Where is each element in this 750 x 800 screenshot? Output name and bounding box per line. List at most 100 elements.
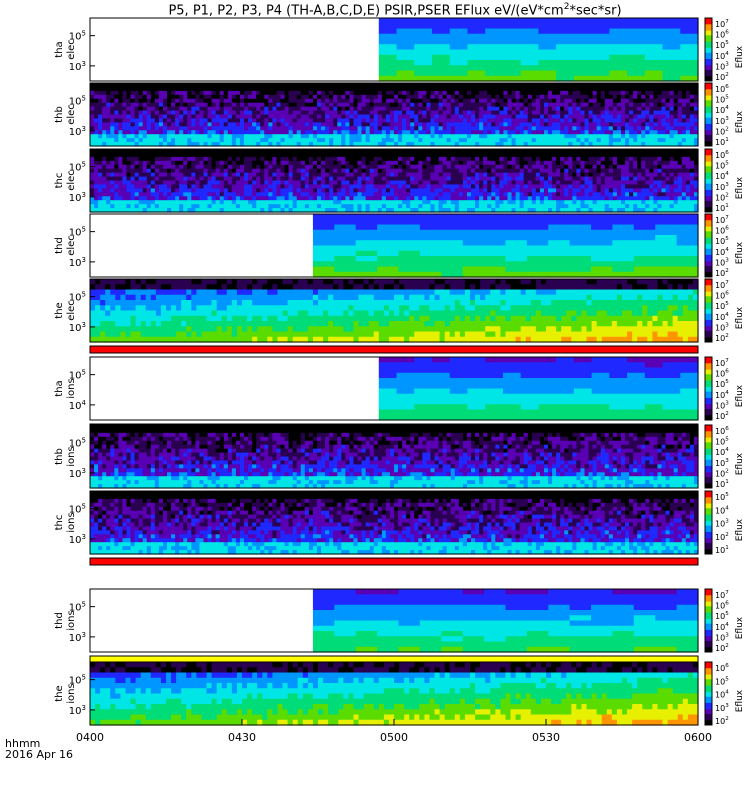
spectrogram-cell bbox=[491, 168, 496, 174]
spectrogram-cell bbox=[179, 208, 184, 213]
spectrogram-cell bbox=[280, 200, 286, 205]
spectrogram-cell bbox=[543, 118, 549, 123]
spectrogram-cell bbox=[662, 33, 681, 40]
spectrogram-cell bbox=[361, 138, 367, 143]
colorbar-tick-label: 105 bbox=[715, 40, 729, 50]
spectrogram-cell bbox=[353, 196, 359, 201]
spectrogram-cell bbox=[272, 134, 278, 139]
spectrogram-cell bbox=[333, 196, 338, 201]
spectrogram-cell bbox=[442, 86, 448, 92]
spectrogram-cell bbox=[538, 39, 557, 45]
spectrogram-cell bbox=[223, 134, 229, 139]
spectrogram-cell bbox=[300, 138, 306, 143]
spectrogram-cell bbox=[693, 134, 699, 139]
spectrogram-cell bbox=[110, 164, 115, 170]
spectrogram-cell bbox=[641, 188, 646, 193]
spectrogram-cell bbox=[333, 86, 338, 92]
spectrogram-cell bbox=[244, 168, 249, 174]
spectrogram-cell bbox=[462, 106, 468, 112]
spectrogram-cell bbox=[483, 142, 488, 147]
spectrogram-cell bbox=[485, 23, 504, 30]
spectrogram-cell bbox=[296, 188, 302, 193]
spectrogram-cell bbox=[349, 172, 355, 178]
spectrogram-cell bbox=[491, 106, 496, 112]
spectrogram-cell bbox=[304, 200, 310, 205]
spectrogram-cell bbox=[520, 44, 539, 51]
spectrogram-cell bbox=[276, 90, 282, 96]
spectrogram-cell bbox=[616, 164, 622, 170]
spectrogram-cell bbox=[438, 172, 444, 178]
spectrogram-cell bbox=[106, 160, 111, 166]
spectrogram-cell bbox=[402, 130, 407, 135]
spectrogram-cell bbox=[373, 126, 379, 131]
spectrogram-cell bbox=[337, 176, 342, 182]
spectrogram-cell bbox=[568, 90, 573, 96]
spectrogram-cell bbox=[300, 118, 306, 123]
spectrogram-cell bbox=[527, 204, 533, 209]
spectrogram-cell bbox=[114, 172, 119, 178]
spectrogram-cell bbox=[248, 152, 253, 158]
spectrogram-cell bbox=[357, 204, 363, 209]
spectrogram-cell bbox=[329, 172, 334, 178]
spectrogram-cell bbox=[681, 134, 687, 139]
spectrogram-cell bbox=[422, 168, 428, 174]
spectrogram-cell bbox=[154, 90, 160, 96]
spectrogram-cell bbox=[158, 188, 164, 193]
spectrogram-cell bbox=[167, 142, 172, 147]
spectrogram-cell bbox=[138, 126, 144, 131]
spectrogram-cell bbox=[616, 118, 622, 123]
spectrogram-cell bbox=[142, 138, 148, 143]
spectrogram-cell bbox=[612, 208, 618, 213]
spectrogram-cell bbox=[680, 65, 699, 72]
spectrogram-cell bbox=[430, 208, 436, 213]
spectrogram-cell bbox=[126, 152, 132, 158]
spectrogram-cell bbox=[106, 83, 111, 88]
spectrogram-cell bbox=[195, 90, 201, 96]
spectrogram-cell bbox=[138, 118, 144, 123]
spectrogram-cell bbox=[673, 90, 679, 96]
spectrogram-cell bbox=[649, 94, 655, 100]
spectrogram-cell bbox=[503, 110, 509, 116]
spectrogram-cell bbox=[235, 106, 241, 112]
spectrogram-cell bbox=[507, 138, 513, 143]
spectrogram-cell bbox=[538, 28, 557, 35]
spectrogram-cell bbox=[118, 106, 124, 112]
spectrogram-cell bbox=[527, 192, 533, 197]
spectrogram-cell bbox=[187, 184, 192, 189]
spectrogram-cell bbox=[154, 172, 160, 178]
spectrogram-cell bbox=[377, 156, 383, 162]
spectrogram-cell bbox=[316, 83, 322, 88]
spectrogram-cell bbox=[560, 176, 565, 182]
spectrogram-cell bbox=[649, 86, 655, 92]
spectrogram-cell bbox=[276, 98, 282, 104]
spectrogram-cell bbox=[264, 114, 269, 120]
spectrogram-cell bbox=[264, 118, 269, 123]
colorbar-segment bbox=[705, 92, 712, 95]
spectrogram-cell bbox=[422, 196, 428, 201]
spectrogram-cell bbox=[531, 114, 537, 120]
spectrogram-cell bbox=[430, 102, 436, 108]
spectrogram-cell bbox=[341, 168, 346, 174]
spectrogram-cell bbox=[507, 208, 513, 213]
spectrogram-cell bbox=[503, 208, 509, 213]
spectrogram-cell bbox=[296, 164, 302, 170]
spectrogram-cell bbox=[150, 172, 156, 178]
spectrogram-cell bbox=[418, 196, 423, 201]
spectrogram-cell bbox=[446, 152, 452, 158]
spectrogram-cell bbox=[167, 184, 172, 189]
colorbar-segment bbox=[705, 46, 712, 49]
spectrogram-cell bbox=[215, 122, 221, 127]
spectrogram-cell bbox=[361, 200, 367, 205]
spectrogram-cell bbox=[527, 156, 533, 162]
spectrogram-cell bbox=[365, 134, 371, 139]
spectrogram-cell bbox=[244, 106, 249, 112]
spectrogram-cell bbox=[191, 200, 196, 205]
spectrogram-cell bbox=[203, 164, 209, 170]
spectrogram-cell bbox=[341, 138, 346, 143]
spectrogram-cell bbox=[515, 142, 521, 147]
spectrogram-cell bbox=[191, 172, 196, 178]
spectrogram-cell bbox=[410, 168, 415, 174]
spectrogram-cell bbox=[369, 164, 375, 170]
spectrogram-cell bbox=[402, 94, 407, 100]
spectrogram-cell bbox=[239, 204, 245, 209]
